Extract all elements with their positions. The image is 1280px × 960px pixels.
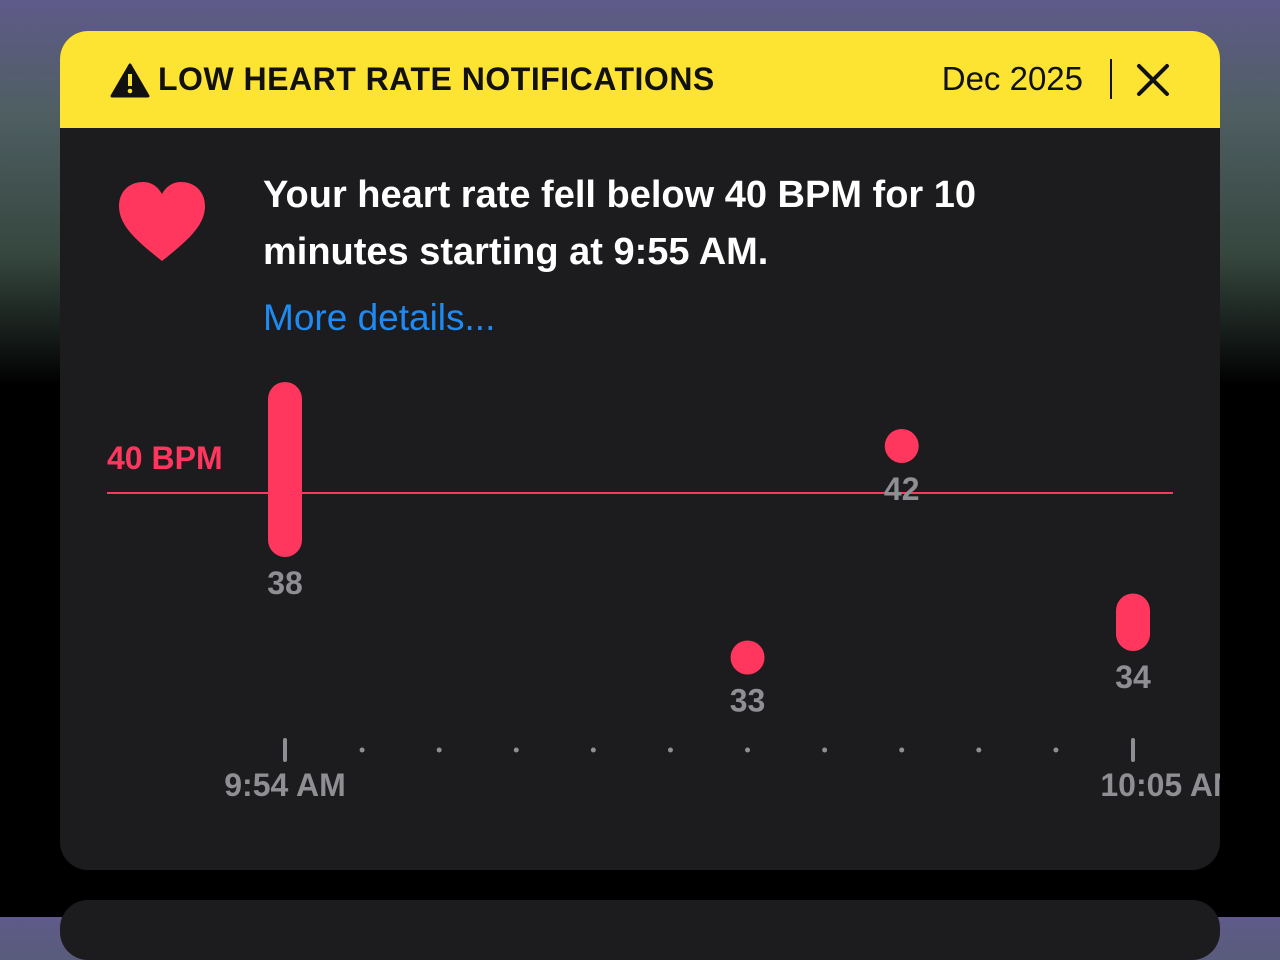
x-minor-tick: [822, 747, 828, 753]
range-mark: [884, 429, 919, 463]
x-minor-tick: [1053, 747, 1059, 753]
range-mark: [730, 640, 765, 675]
header: LOW HEART RATE NOTIFICATIONS Dec 2025: [60, 31, 1220, 128]
header-date: Dec 2025: [941, 60, 1083, 97]
next-card: [60, 900, 1220, 960]
x-minor-tick: [667, 747, 673, 753]
more-details-link[interactable]: More details...: [263, 297, 496, 338]
value-label: 42: [884, 471, 920, 507]
x-minor-tick: [359, 747, 365, 753]
value-label: 33: [730, 683, 766, 719]
x-minor-tick: [513, 747, 519, 753]
notification-card: LOW HEART RATE NOTIFICATIONS Dec 2025 Yo…: [60, 31, 1220, 870]
x-minor-tick: [590, 747, 596, 753]
separator: [1110, 59, 1112, 99]
range-mark: [1116, 593, 1150, 651]
chart: 40 BPM 9:54 AM 10:05 AM 38 33 42 34: [107, 382, 1220, 803]
value-label: 38: [267, 565, 303, 601]
x-minor-tick: [976, 747, 982, 753]
x-minor-tick: [899, 747, 905, 753]
header-title: LOW HEART RATE NOTIFICATIONS: [158, 61, 715, 97]
close-button[interactable]: [1136, 63, 1170, 97]
x-tick-label: 10:05 AM: [1100, 767, 1220, 803]
warning-icon: [110, 63, 150, 98]
x-minor-tick: [436, 747, 442, 753]
message: Your heart rate fell below 40 BPM for 10…: [263, 174, 977, 273]
range-mark: [268, 382, 302, 557]
x-minor-tick: [745, 747, 751, 753]
heart-icon: [119, 182, 205, 261]
value-label: 34: [1115, 659, 1151, 695]
threshold-label: 40 BPM: [107, 440, 223, 476]
x-tick-label: 9:54 AM: [224, 767, 346, 803]
